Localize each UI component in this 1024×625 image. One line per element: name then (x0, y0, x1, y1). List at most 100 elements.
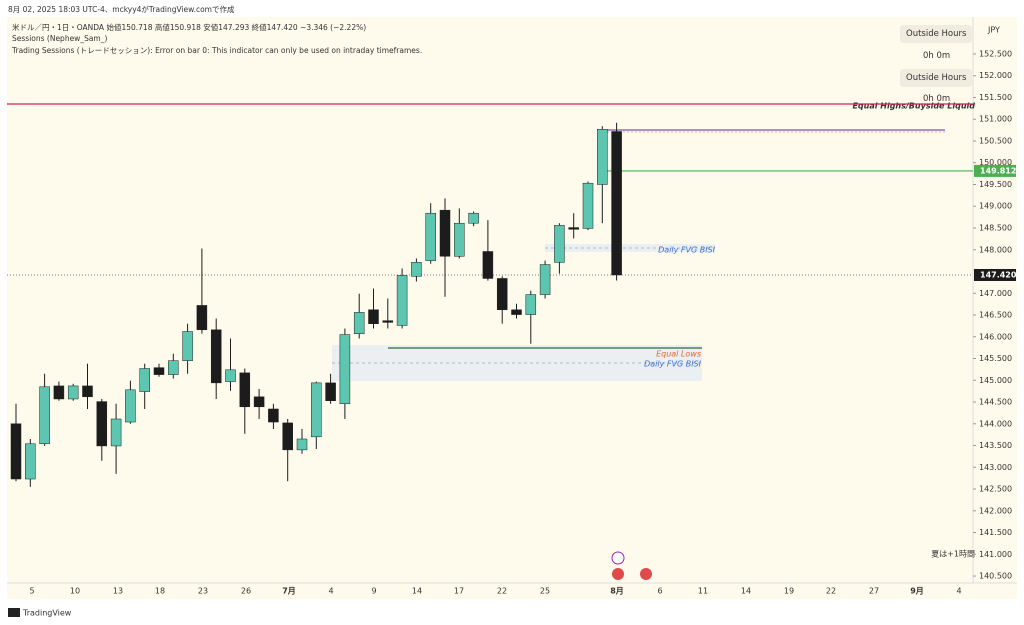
candle-body (525, 294, 537, 315)
candle-body (210, 329, 222, 384)
x-tick-label: 23 (198, 587, 208, 596)
candle-body (125, 389, 136, 423)
candle-body (425, 212, 436, 261)
created-note: 8月 02, 2025 18:03 UTC-4、mckyy4がTradingVi… (8, 5, 235, 14)
event-icon[interactable] (612, 568, 624, 580)
x-tick-label: 7月 (282, 587, 296, 596)
candle-body (554, 225, 565, 263)
session-time: 0h 0m (923, 51, 951, 61)
y-tick-label: 147.000 (979, 289, 1012, 298)
y-tick-label: 148.500 (979, 223, 1012, 232)
candle-body (597, 128, 608, 185)
x-tick-label: 9 (371, 587, 376, 596)
event-icon[interactable] (640, 568, 652, 580)
y-tick-label: 146.000 (979, 332, 1012, 341)
candle-body (439, 209, 451, 257)
y-tick-label: 151.500 (979, 93, 1012, 102)
candle-body (53, 385, 65, 400)
y-tick-label: 145.500 (979, 354, 1012, 363)
candle-body (96, 401, 108, 447)
currency[interactable]: JPY (987, 26, 1000, 35)
candle-body (511, 309, 522, 315)
candle-body (253, 396, 265, 408)
candle-body (568, 227, 579, 230)
session-time: 0h 0m (923, 94, 951, 104)
candle-body (539, 264, 551, 295)
dst-note: 夏は+1時間 (931, 550, 975, 559)
candle-body (454, 222, 465, 257)
x-tick-label: 27 (869, 587, 879, 596)
candle-body (325, 382, 336, 401)
y-tick-label: 150.500 (979, 136, 1012, 145)
candle-body (39, 386, 50, 445)
y-tick-label: 142.000 (979, 506, 1012, 515)
indicator: Sessions (Nephew_Sam_) (12, 34, 108, 43)
candle-body (296, 438, 308, 451)
price-axis (973, 17, 1017, 583)
annotation: Equal Highs/Buyside Liquid (852, 102, 975, 111)
candle-body (110, 418, 122, 447)
y-tick-label: 151.000 (979, 115, 1012, 124)
y-tick-label: 143.500 (979, 441, 1012, 450)
x-tick-label: 13 (113, 587, 123, 596)
candle-body (239, 372, 251, 408)
ohlc: 始値150.718 高値150.918 安値147.293 終値147.420 … (106, 23, 367, 32)
session-button[interactable]: Outside Hours (900, 69, 973, 87)
y-tick-label: 141.500 (979, 528, 1012, 537)
candle-body (82, 385, 93, 398)
candle-body (196, 305, 208, 331)
x-tick-label: 14 (412, 587, 422, 596)
x-tick-label: 6 (657, 587, 662, 596)
indicator: Trading Sessions (トレードセッション): Error on b… (12, 46, 423, 55)
x-tick-label: 18 (155, 587, 165, 596)
candle-body (182, 331, 193, 361)
annotation: Daily FVG BISI (644, 360, 702, 369)
candle-body (339, 334, 351, 405)
candle-body (468, 212, 479, 224)
candle-body (139, 368, 150, 392)
session-button[interactable]: Outside Hours (900, 25, 973, 43)
x-tick-label: 8月 (610, 587, 624, 596)
y-tick-label: 145.000 (979, 376, 1012, 385)
x-tick-label: 17 (454, 587, 464, 596)
x-tick-label: 10 (70, 587, 80, 596)
y-tick-label: 140.500 (979, 572, 1012, 581)
y-tick-label: 146.500 (979, 311, 1012, 320)
event-icon[interactable] (611, 551, 625, 565)
candle-body (67, 385, 79, 400)
y-tick-label: 149.500 (979, 180, 1012, 189)
y-tick-label: 150.000 (979, 158, 1012, 167)
candle-body (225, 369, 236, 382)
price-badge-label: 149.812 (980, 166, 1016, 175)
brand: TradingView (22, 609, 72, 618)
y-tick-label: 141.000 (979, 550, 1012, 559)
x-tick-label: 11 (698, 587, 708, 596)
y-tick-label: 148.000 (979, 245, 1012, 254)
y-tick-label: 143.000 (979, 463, 1012, 472)
price-badge (974, 268, 1016, 281)
candle-body (311, 382, 322, 438)
x-tick-label: 4 (328, 587, 333, 596)
y-tick-label: 152.000 (979, 71, 1012, 80)
symbol-line: 米ドル／円・1日・OANDA 始値150.718 高値150.918 安値147… (12, 22, 366, 33)
candle-body (25, 443, 36, 480)
candle-body (153, 367, 165, 375)
x-tick-label: 22 (826, 587, 836, 596)
candle-body (611, 131, 622, 276)
candle-body (482, 251, 494, 279)
price-badge-label: 147.420 (980, 270, 1017, 279)
plot-area (7, 17, 973, 583)
annotation: Daily FVG BISI (658, 246, 716, 255)
y-tick-label: 144.500 (979, 398, 1012, 407)
y-tick-label: 142.500 (979, 485, 1012, 494)
candle-body (282, 422, 293, 451)
x-tick-label: 9月 (910, 587, 924, 596)
candle-body (411, 262, 422, 277)
x-tick-label: 14 (741, 587, 751, 596)
y-tick-label: 152.500 (979, 49, 1012, 58)
y-tick-label: 144.000 (979, 419, 1012, 428)
candle-body (10, 423, 22, 480)
x-tick-label: 4 (956, 587, 961, 596)
x-tick-label: 22 (497, 587, 507, 596)
